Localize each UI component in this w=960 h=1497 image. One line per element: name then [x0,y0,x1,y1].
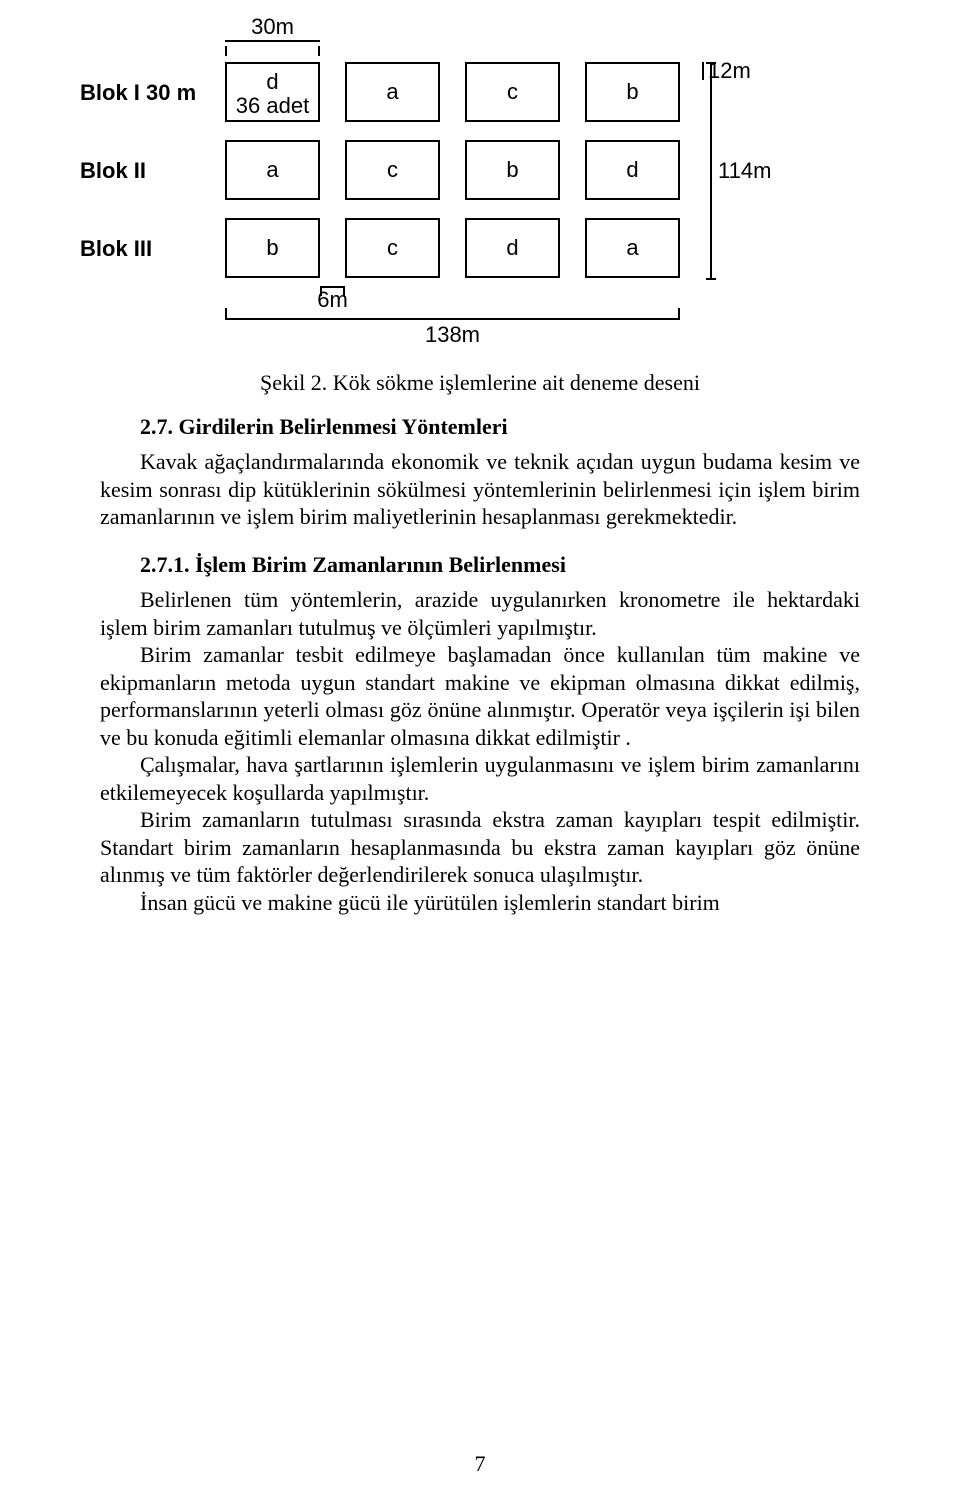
paragraph: Birim zamanlar tesbit edilmeye başlamada… [100,641,860,751]
plot-r3-c3: d [465,218,560,278]
plot-r3-c4: a [585,218,680,278]
blok-2-label: Blok II [80,140,225,184]
paragraph: Çalışmalar, hava şartlarının işlemlerin … [100,751,860,806]
plot-r3-c2: c [345,218,440,278]
body-text: Kavak ağaçlandırmalarında ekonomik ve te… [100,448,860,916]
figure-caption: Şekil 2. Kök sökme işlemlerine ait denem… [100,370,860,396]
plot-r2-c4: d [585,140,680,200]
plot-r2-c2: c [345,140,440,200]
dim-138m-label: 138m [425,322,480,348]
plot-text: 36 adet [236,93,309,118]
plot-r2-c1: a [225,140,320,200]
plot-r2-c3: b [465,140,560,200]
blok-3-label: Blok III [80,218,225,262]
paragraph: İnsan gücü ve makine gücü ile yürütülen … [100,889,860,917]
plot-r1-c3: c [465,62,560,122]
blok-1-label: Blok I 30 m [80,62,225,106]
section-2-7-1-heading: 2.7.1. İşlem Birim Zamanlarının Belirlen… [140,551,860,579]
plot-text: d [266,69,278,94]
plot-r1-c4: b [585,62,680,122]
experiment-layout-diagram: 30m Blok I 30 m d 36 adet a c [80,40,860,320]
plot-r3-c1: b [225,218,320,278]
section-2-7-heading: 2.7. Girdilerin Belirlenmesi Yöntemleri [140,414,860,440]
plot-r1-c1: d 36 adet [225,62,320,122]
paragraph: Belirlenen tüm yöntemlerin, arazide uygu… [100,586,860,641]
dim-114m-label: 114m [718,158,771,184]
paragraph: Kavak ağaçlandırmalarında ekonomik ve te… [100,448,860,531]
page-number: 7 [0,1451,960,1477]
dim-6m-label: 6m [317,287,348,313]
plot-r1-c2: a [345,62,440,122]
top-dim-label: 30m [251,14,294,40]
paragraph: Birim zamanların tutulması sırasında eks… [100,806,860,889]
